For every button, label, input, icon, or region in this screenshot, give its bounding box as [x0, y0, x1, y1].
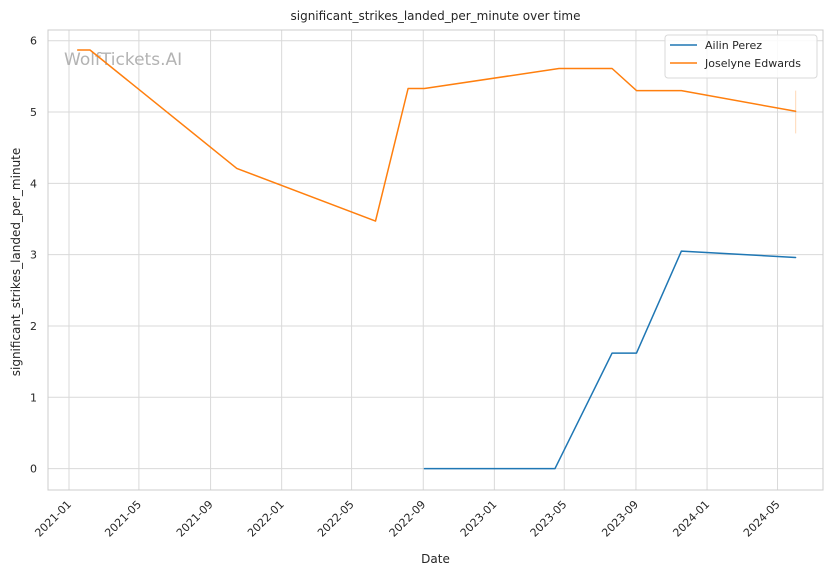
y-tick-label: 1 [30, 391, 37, 404]
series-line [423, 250, 797, 470]
y-tick-label: 2 [30, 320, 37, 333]
x-axis-label: Date [421, 552, 450, 566]
y-tick-label: 3 [30, 249, 37, 262]
legend-label: Joselyne Edwards [704, 57, 801, 70]
series-ailin-perez [423, 250, 797, 470]
series-layer [76, 49, 797, 470]
y-tick-label: 4 [30, 177, 37, 190]
y-tick-label: 5 [30, 106, 37, 119]
y-axis-label: significant_strikes_landed_per_minute [9, 148, 23, 377]
y-tick-label: 0 [30, 463, 37, 476]
chart-title: significant_strikes_landed_per_minute ov… [290, 9, 580, 23]
legend-box [664, 34, 818, 79]
watermark-text: WolfTickets.AI [64, 50, 182, 70]
legend: Ailin Perez Joselyne Edwards [664, 34, 818, 79]
legend-label: Ailin Perez [705, 39, 762, 52]
grid [48, 30, 823, 490]
series-line [76, 49, 797, 222]
y-tick-label: 6 [30, 35, 37, 48]
series-joselyne-edwards [76, 49, 797, 222]
plot-area [47, 29, 824, 491]
y-axis: 0 1 2 3 4 5 6 [30, 35, 37, 476]
